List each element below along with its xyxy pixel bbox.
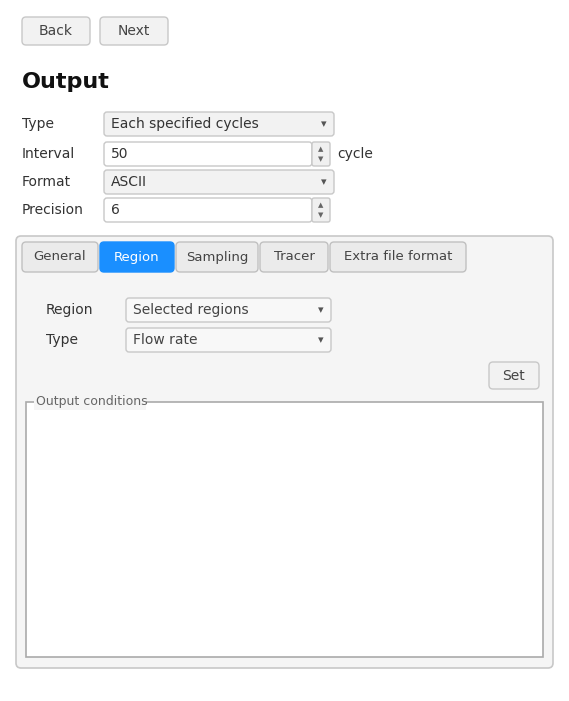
FancyBboxPatch shape — [216, 420, 376, 474]
Text: ▼: ▼ — [318, 212, 324, 218]
Text: 50: 50 — [111, 147, 129, 161]
Text: Tracer: Tracer — [274, 250, 315, 264]
FancyBboxPatch shape — [330, 242, 466, 272]
Text: Region : outlet1: Region : outlet1 — [226, 430, 332, 442]
FancyBboxPatch shape — [104, 112, 334, 136]
Text: Precision: Precision — [22, 203, 84, 217]
Text: Output: Output — [22, 72, 110, 92]
Text: Set: Set — [502, 369, 525, 383]
Text: Extra file format: Extra file format — [344, 250, 452, 264]
Bar — [26, 402, 543, 657]
Text: Back: Back — [39, 24, 73, 38]
Text: ▲: ▲ — [318, 146, 324, 152]
FancyBboxPatch shape — [126, 328, 331, 352]
Text: ASCII: ASCII — [111, 175, 147, 189]
Text: ▼: ▼ — [318, 156, 324, 162]
FancyBboxPatch shape — [100, 17, 168, 45]
Text: Type: Type — [22, 117, 54, 131]
Text: Each specified cycles: Each specified cycles — [111, 117, 259, 131]
FancyBboxPatch shape — [22, 17, 90, 45]
FancyBboxPatch shape — [104, 170, 334, 194]
Text: Type: Type — [46, 333, 78, 347]
Text: Type : Flow rate: Type : Flow rate — [50, 447, 155, 461]
FancyBboxPatch shape — [40, 420, 200, 474]
FancyBboxPatch shape — [104, 198, 312, 222]
Text: Flow rate: Flow rate — [133, 333, 197, 347]
Text: Next: Next — [118, 24, 150, 38]
Text: Selected regions: Selected regions — [133, 303, 249, 317]
Text: General: General — [34, 250, 86, 264]
Text: ▾: ▾ — [321, 119, 327, 129]
Text: ▲: ▲ — [318, 202, 324, 208]
FancyBboxPatch shape — [260, 242, 328, 272]
FancyBboxPatch shape — [489, 362, 539, 389]
Text: Sampling: Sampling — [186, 250, 248, 264]
Text: Region : outlet2: Region : outlet2 — [50, 498, 156, 510]
Text: Format: Format — [22, 175, 71, 189]
Bar — [34, 394, 146, 410]
FancyBboxPatch shape — [104, 142, 312, 166]
Text: Type : Flow rate: Type : Flow rate — [226, 447, 331, 461]
Text: ×: × — [356, 427, 368, 441]
Text: Region: Region — [46, 303, 93, 317]
Text: ×: × — [180, 495, 192, 509]
FancyBboxPatch shape — [176, 242, 258, 272]
FancyBboxPatch shape — [16, 236, 553, 668]
FancyBboxPatch shape — [100, 242, 174, 272]
Text: Region : inlet: Region : inlet — [50, 430, 138, 442]
Text: ▾: ▾ — [318, 335, 324, 345]
Text: ▾: ▾ — [321, 177, 327, 187]
Text: Region: Region — [114, 250, 160, 264]
FancyBboxPatch shape — [312, 198, 330, 222]
FancyBboxPatch shape — [40, 488, 200, 542]
FancyBboxPatch shape — [312, 142, 330, 166]
Text: Type : Flow rate: Type : Flow rate — [50, 515, 155, 529]
Text: Output conditions: Output conditions — [36, 395, 147, 409]
Text: cycle: cycle — [337, 147, 373, 161]
Text: ×: × — [180, 427, 192, 441]
Text: ▾: ▾ — [318, 305, 324, 315]
FancyBboxPatch shape — [126, 298, 331, 322]
FancyBboxPatch shape — [22, 242, 98, 272]
Text: Interval: Interval — [22, 147, 75, 161]
Text: 6: 6 — [111, 203, 120, 217]
